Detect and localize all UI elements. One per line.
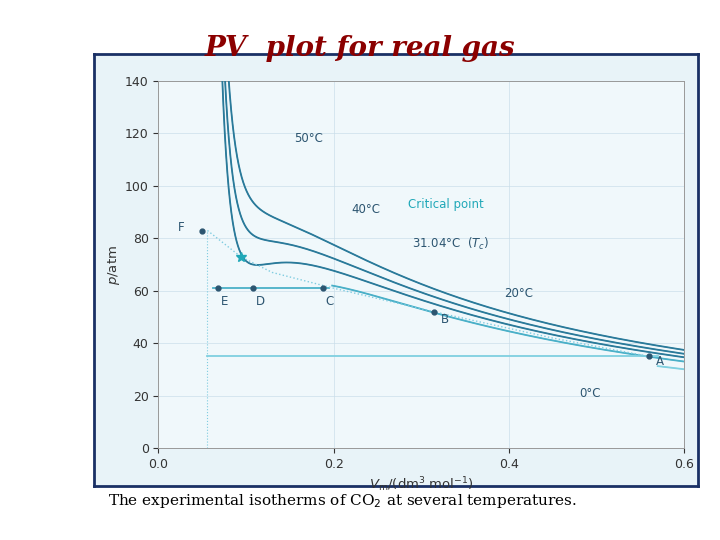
Text: 40°C: 40°C [351, 203, 380, 216]
Text: 0°C: 0°C [579, 387, 600, 400]
Text: The experimental isotherms of CO$_2$ at several temperatures.: The experimental isotherms of CO$_2$ at … [108, 492, 577, 510]
Text: B: B [441, 313, 449, 326]
Text: 50°C: 50°C [294, 132, 323, 145]
X-axis label: $V_{\rm m}$/(dm$^3$ mol$^{-1}$): $V_{\rm m}$/(dm$^3$ mol$^{-1}$) [369, 475, 474, 494]
Y-axis label: $p$/atm: $p$/atm [106, 245, 122, 285]
Text: 20°C: 20°C [505, 287, 534, 300]
Text: D: D [256, 295, 265, 308]
Text: C: C [325, 295, 334, 308]
Text: E: E [220, 295, 228, 308]
Text: A: A [656, 355, 664, 368]
Text: PV  plot for real gas: PV plot for real gas [204, 35, 516, 62]
Text: F: F [178, 221, 184, 234]
Text: 31.04°C  ($T_c$): 31.04°C ($T_c$) [413, 235, 490, 252]
Text: Critical point: Critical point [408, 198, 484, 211]
